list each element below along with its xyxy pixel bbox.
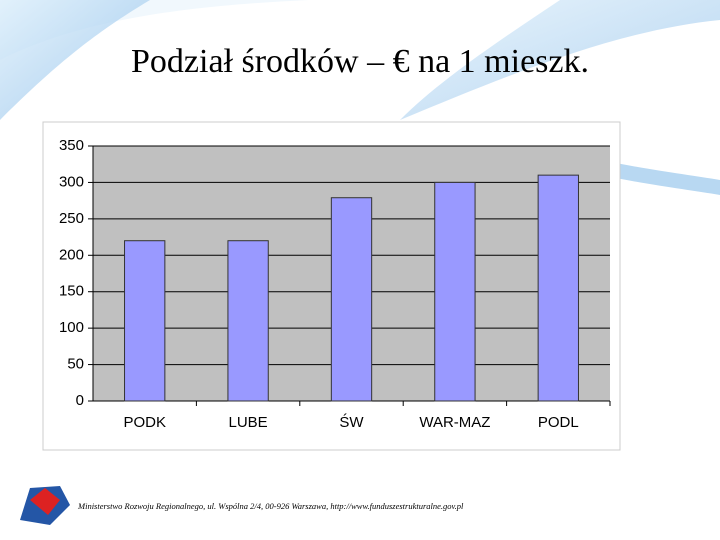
y-tick-label: 300 bbox=[59, 173, 84, 190]
chart: 0 50 100 150 200 250 300 350 PODK LUBE ŚW WAR-MAZ PO… bbox=[59, 137, 611, 431]
decoration bbox=[0, 0, 720, 525]
y-tick-label: 0 bbox=[76, 392, 84, 409]
y-tick-label: 350 bbox=[59, 137, 84, 154]
bar bbox=[124, 240, 166, 402]
x-tick-label: WAR-MAZ bbox=[419, 414, 490, 431]
x-tick-label: PODL bbox=[538, 414, 579, 431]
x-tick-label: ŚW bbox=[339, 413, 364, 431]
y-tick-label: 250 bbox=[59, 210, 84, 227]
y-tick-label: 100 bbox=[59, 319, 84, 336]
x-tick-label: PODK bbox=[123, 414, 166, 431]
footer: Ministerstwo Rozwoju Regionalnego, ul. W… bbox=[77, 501, 464, 511]
slide-title: Podział środków – € na 1 mieszk. bbox=[131, 43, 589, 80]
y-tick-label: 150 bbox=[59, 283, 84, 300]
x-tick-label: LUBE bbox=[229, 414, 268, 431]
bar bbox=[434, 181, 476, 402]
bar bbox=[537, 174, 579, 402]
bar bbox=[330, 197, 373, 402]
y-tick-label: 200 bbox=[59, 246, 84, 263]
bar bbox=[227, 240, 269, 402]
y-tick-label: 50 bbox=[67, 356, 84, 373]
